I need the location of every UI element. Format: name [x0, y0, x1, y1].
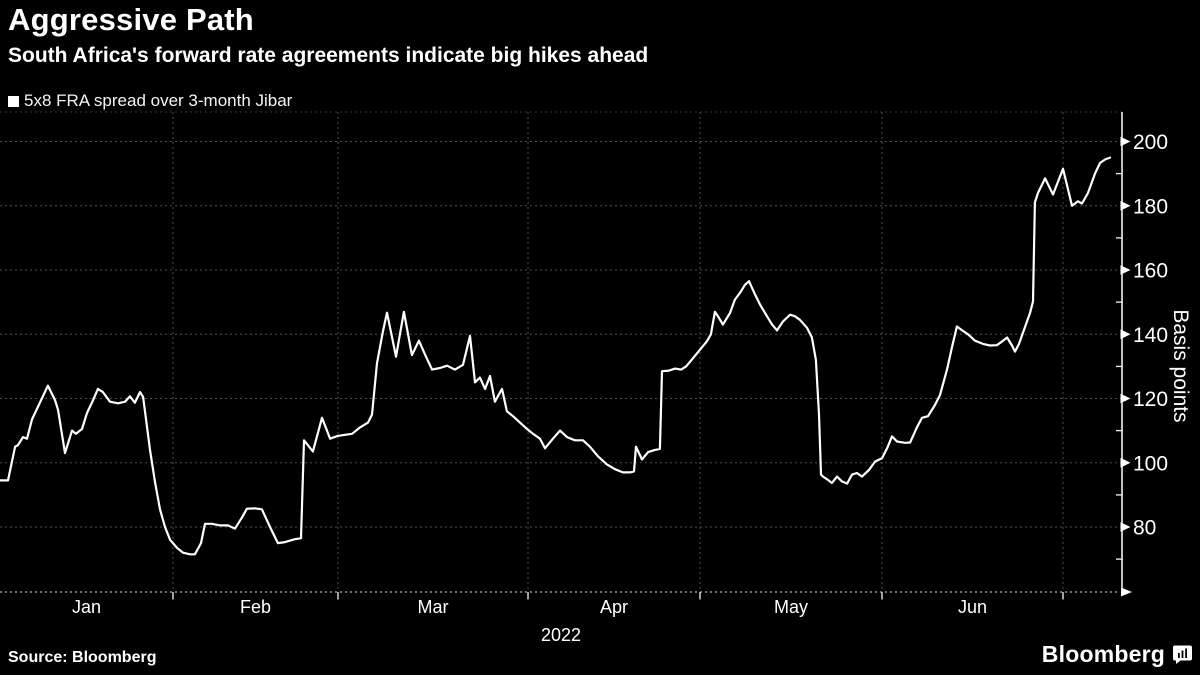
- x-tick-label-jan: Jan: [72, 597, 101, 617]
- x-tick-label-may: May: [774, 597, 808, 617]
- gridlines: [0, 111, 1122, 592]
- legend: 5x8 FRA spread over 3-month Jibar: [8, 91, 292, 111]
- bloomberg-logo-icon: [1173, 645, 1192, 664]
- y-tick-label: 180: [1133, 195, 1168, 218]
- x-tick-label-jun: Jun: [958, 597, 987, 617]
- source-text: Source: Bloomberg: [8, 649, 157, 666]
- y-tick-label: 100: [1133, 452, 1168, 475]
- series-line: [0, 156, 1112, 556]
- axis-tick-labels: 80 100 120 140 160 180 200 Jan Feb Mar Apr May Jun: [72, 131, 1168, 617]
- y-tick-label: 120: [1133, 388, 1168, 411]
- axes: [0, 112, 1132, 597]
- bloomberg-logo-text: Bloomberg: [1041, 641, 1165, 667]
- x-axis-year-label: 2022: [541, 625, 581, 645]
- y-axis-title: Basis points: [1169, 309, 1192, 422]
- bloomberg-logo: Bloomberg: [1042, 641, 1193, 668]
- x-tick-label-mar: Mar: [418, 597, 449, 617]
- y-tick-label: 140: [1133, 324, 1168, 347]
- y-tick-label: 80: [1133, 517, 1156, 540]
- legend-label: 5x8 FRA spread over 3-month Jibar: [24, 91, 293, 110]
- legend-marker-icon: [8, 95, 19, 107]
- y-tick-label: 200: [1133, 131, 1168, 154]
- axis-ticks: [172, 136, 1131, 600]
- x-tick-label-feb: Feb: [240, 597, 271, 617]
- y-tick-label: 160: [1133, 260, 1168, 283]
- chart-subtitle: South Africa's forward rate agreements i…: [8, 44, 649, 67]
- x-tick-label-apr: Apr: [600, 597, 628, 617]
- chart-title: Aggressive Path: [8, 2, 254, 37]
